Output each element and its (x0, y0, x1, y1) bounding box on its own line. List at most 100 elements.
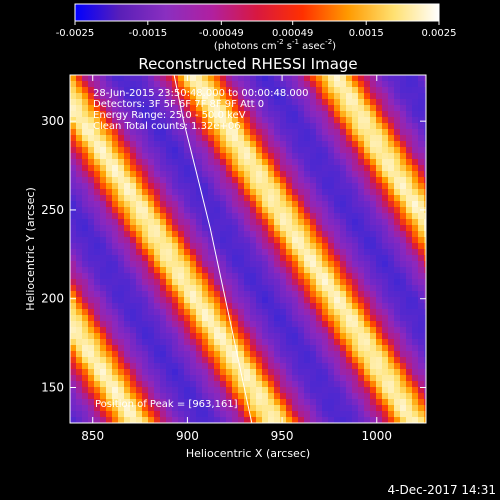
heatmap-cell (226, 243, 232, 249)
heatmap-cell (124, 219, 130, 225)
heatmap-cell (322, 201, 328, 207)
heatmap-cell (184, 219, 190, 225)
heatmap-cell (202, 159, 208, 165)
heatmap-cell (172, 363, 178, 369)
heatmap-cell (214, 165, 220, 171)
heatmap-cell (136, 225, 142, 231)
heatmap-cell (274, 111, 280, 117)
heatmap-cell (250, 201, 256, 207)
heatmap-cell (250, 87, 256, 93)
heatmap-cell (118, 285, 124, 291)
heatmap-cell (100, 381, 106, 387)
heatmap-cell (298, 105, 304, 111)
heatmap-cell (106, 93, 112, 99)
heatmap-cell (370, 255, 376, 261)
heatmap-cell (322, 237, 328, 243)
heatmap-cell (394, 93, 400, 99)
heatmap-cell (202, 267, 208, 273)
heatmap-cell (160, 411, 166, 417)
heatmap-cell (178, 405, 184, 411)
heatmap-cell (172, 195, 178, 201)
heatmap-cell (274, 273, 280, 279)
heatmap-cell (214, 381, 220, 387)
heatmap-cell (208, 147, 214, 153)
heatmap-cell (184, 339, 190, 345)
heatmap-cell (196, 393, 202, 399)
heatmap-cell (322, 261, 328, 267)
heatmap-cell (268, 177, 274, 183)
heatmap-cell (88, 207, 94, 213)
heatmap-cell (310, 231, 316, 237)
heatmap-cell (166, 399, 172, 405)
heatmap-cell (340, 315, 346, 321)
heatmap-cell (88, 381, 94, 387)
heatmap-cell (388, 141, 394, 147)
heatmap-cell (226, 153, 232, 159)
heatmap-cell (292, 159, 298, 165)
heatmap-cell (82, 195, 88, 201)
heatmap-cell (418, 75, 424, 81)
heatmap-cell (358, 387, 364, 393)
heatmap-cell (400, 381, 406, 387)
heatmap-cell (130, 291, 136, 297)
heatmap-cell (226, 225, 232, 231)
heatmap-cell (124, 207, 130, 213)
heatmap-cell (202, 351, 208, 357)
heatmap-cell (202, 369, 208, 375)
heatmap-cell (220, 111, 226, 117)
heatmap-cell (106, 375, 112, 381)
heatmap-cell (340, 351, 346, 357)
heatmap-cell (166, 369, 172, 375)
heatmap-cell (172, 375, 178, 381)
heatmap-cell (70, 219, 76, 225)
heatmap-cell (232, 159, 238, 165)
heatmap-cell (358, 243, 364, 249)
heatmap-cell (160, 135, 166, 141)
heatmap-cell (304, 261, 310, 267)
heatmap-cell (172, 417, 178, 423)
heatmap-cell (112, 135, 118, 141)
heatmap-cell (136, 387, 142, 393)
heatmap-cell (328, 141, 334, 147)
heatmap-cell (358, 171, 364, 177)
heatmap-cell (394, 267, 400, 273)
heatmap-cell (184, 111, 190, 117)
heatmap-cell (364, 123, 370, 129)
heatmap-cell (364, 243, 370, 249)
heatmap-cell (220, 357, 226, 363)
heatmap-cell (208, 417, 214, 423)
heatmap-cell (412, 87, 418, 93)
heatmap-cell (352, 399, 358, 405)
heatmap-cell (268, 393, 274, 399)
heatmap-cell (130, 165, 136, 171)
heatmap-cell (292, 213, 298, 219)
heatmap-cell (178, 387, 184, 393)
heatmap-cell (262, 285, 268, 291)
heatmap-cell (142, 381, 148, 387)
heatmap-cell (76, 219, 82, 225)
heatmap-cell (232, 249, 238, 255)
heatmap-cell (376, 219, 382, 225)
heatmap-cell (334, 75, 340, 81)
heatmap-cell (142, 87, 148, 93)
heatmap-cell (220, 219, 226, 225)
heatmap-cell (208, 105, 214, 111)
heatmap-cell (226, 351, 232, 357)
heatmap-cell (334, 417, 340, 423)
heatmap-cell (196, 369, 202, 375)
heatmap-cell (364, 357, 370, 363)
heatmap-cell (400, 177, 406, 183)
heatmap-cell (412, 243, 418, 249)
heatmap-cell (130, 231, 136, 237)
heatmap-cell (94, 111, 100, 117)
heatmap-cell (310, 333, 316, 339)
heatmap-cell (178, 345, 184, 351)
heatmap-cell (418, 231, 424, 237)
heatmap-cell (424, 243, 426, 249)
heatmap-cell (70, 255, 76, 261)
heatmap-cell (358, 183, 364, 189)
heatmap-cell (394, 213, 400, 219)
heatmap-cell (358, 411, 364, 417)
heatmap-cell (124, 99, 130, 105)
heatmap-cell (178, 75, 184, 81)
